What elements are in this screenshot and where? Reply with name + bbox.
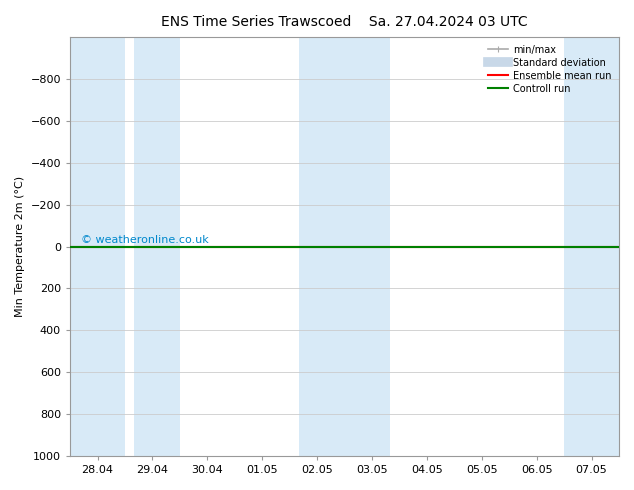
Title: ENS Time Series Trawscoed    Sa. 27.04.2024 03 UTC: ENS Time Series Trawscoed Sa. 27.04.2024… [161,15,528,29]
Bar [134,37,180,456]
Bar [70,37,125,456]
Legend: min/max, Standard deviation, Ensemble mean run, Controll run: min/max, Standard deviation, Ensemble me… [486,42,614,97]
Y-axis label: Min Temperature 2m (°C): Min Temperature 2m (°C) [15,176,25,317]
Bar [564,37,619,456]
Text: © weatheronline.co.uk: © weatheronline.co.uk [81,235,209,245]
Bar [344,37,390,456]
Bar [299,37,344,456]
